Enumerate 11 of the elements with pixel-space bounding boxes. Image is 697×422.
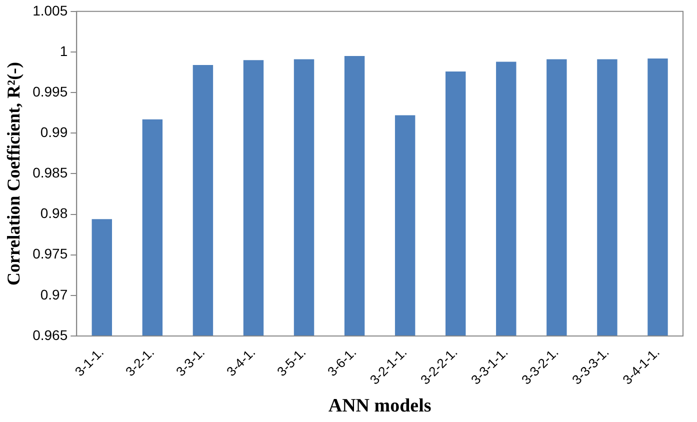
y-tick-label: 0.985 [32,164,68,181]
y-tick-label: 0.98 [40,205,68,222]
y-tick-label: 1 [60,42,68,59]
y-axis-title: Correlation Coefficient, R²(-) [3,62,24,286]
y-tick-label: 0.97 [40,286,68,302]
x-axis-title: ANN models [328,396,432,417]
y-tick-label: 0.975 [32,246,68,262]
y-tick-label: 0.995 [32,83,68,100]
y-tick-label: 1.005 [32,2,68,18]
y-tick-label: 0.99 [40,124,68,140]
y-tick-label: 0.965 [32,326,68,343]
